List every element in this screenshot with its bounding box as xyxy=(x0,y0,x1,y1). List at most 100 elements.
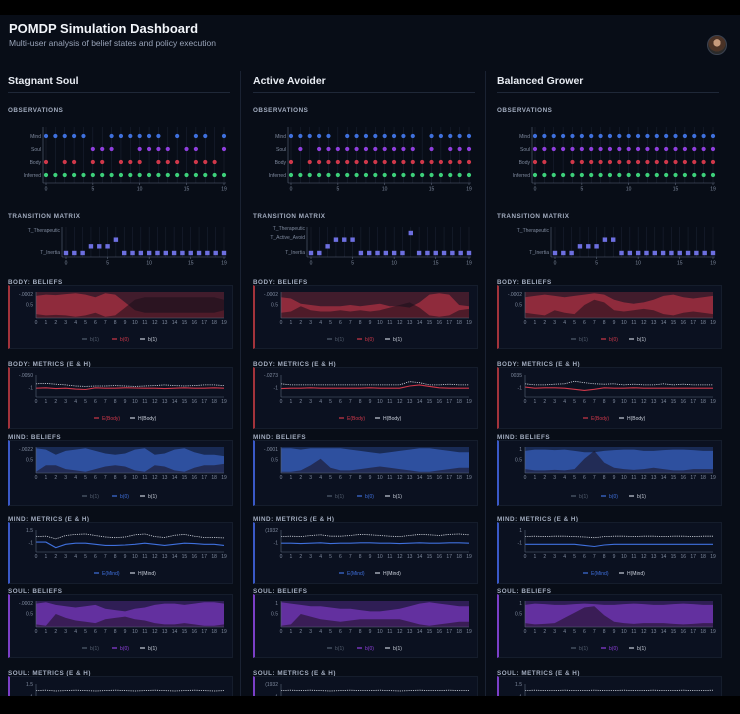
x-tick-label: 15 xyxy=(427,475,433,481)
observation-point xyxy=(345,133,350,139)
observation-point xyxy=(326,172,331,178)
observation-point xyxy=(156,172,161,178)
x-tick-label: 2 xyxy=(299,554,302,560)
title-divider xyxy=(253,92,475,93)
observation-point xyxy=(598,159,603,165)
x-tick-label: 6 xyxy=(339,399,342,405)
y-tick-label: Mind xyxy=(275,134,286,140)
avatar[interactable] xyxy=(707,35,727,55)
x-tick-label: 1 xyxy=(534,475,537,481)
x-tick-label: 13 xyxy=(407,399,413,405)
body-beliefs-panel: -.0002 0.5 0 1 2 3 4 5 6 7 8 9 10 11 12 13 14 15 16 17 18 19 b… xyxy=(8,285,233,349)
observation-point xyxy=(203,133,208,139)
x-tick-label: 9 xyxy=(369,629,372,635)
y-tick-label: 0.5 xyxy=(515,302,522,308)
legend-label: b(1) xyxy=(90,494,99,500)
observation-point xyxy=(682,172,687,178)
legend-label: b(1) xyxy=(393,494,402,500)
x-tick-label: 3 xyxy=(553,554,556,560)
y-tick-label: 0.5 xyxy=(271,457,278,463)
body-metrics-chart: -.0273-10 1 2 3 4 5 6 7 8 9 10 11 12 13 14 15 16 17 18 19E(… xyxy=(264,373,472,422)
x-tick-label: 0 xyxy=(290,187,293,193)
legend-label: b(1) xyxy=(637,337,646,343)
x-tick-label: 11 xyxy=(142,475,147,481)
x-tick-label: 14 xyxy=(172,399,178,405)
x-tick-label: 12 xyxy=(397,629,403,635)
transition-point xyxy=(146,250,152,256)
x-tick-label: 19 xyxy=(466,554,472,560)
observation-point xyxy=(43,172,49,178)
dashboard-window: POMDP Simulation Dashboard Multi-user an… xyxy=(0,15,740,696)
x-tick-label: 16 xyxy=(192,475,198,481)
observation-point xyxy=(448,172,453,178)
legend-label: H(Mind) xyxy=(627,571,645,577)
observation-point xyxy=(579,133,584,139)
observation-point xyxy=(345,146,350,152)
x-tick-label: 15 xyxy=(427,554,433,560)
observation-point xyxy=(363,133,369,139)
transition-point xyxy=(155,250,160,256)
x-tick-label: 16 xyxy=(192,399,198,405)
user-name: Active Avoider xyxy=(253,75,326,87)
x-tick-label: 4 xyxy=(319,554,322,560)
x-tick-label: 15 xyxy=(427,399,433,405)
section-label-transition: TRANSITION MATRIX xyxy=(8,213,81,220)
legend-label: H(Body) xyxy=(138,416,157,422)
legend-label: b(1) xyxy=(393,646,402,652)
x-tick-label: 14 xyxy=(661,629,667,635)
observation-point xyxy=(466,133,472,139)
x-tick-label: 7 xyxy=(104,554,107,560)
observation-point xyxy=(532,172,538,178)
x-tick-label: 9 xyxy=(613,554,616,560)
transition-point xyxy=(425,250,430,256)
observation-point xyxy=(317,133,322,139)
observation-point xyxy=(118,133,124,139)
observations-chart: Mind Soul Body Inferred 0 5 10 15 19 xyxy=(269,127,472,193)
y-tick-label: Mind xyxy=(30,134,41,140)
belief-area-b1 xyxy=(36,448,224,473)
entropy-line xyxy=(524,380,713,386)
x-tick-label: 1 xyxy=(290,554,293,560)
belief-area-b0 xyxy=(36,463,224,473)
y-tick-label: T_Active_Avoid xyxy=(270,235,305,241)
x-tick-label: 19 xyxy=(221,261,227,267)
expectation-line xyxy=(525,543,713,548)
observation-point xyxy=(664,172,669,178)
belief-area-b0 xyxy=(281,302,469,318)
x-tick-label: 2 xyxy=(543,475,546,481)
observation-point xyxy=(193,133,198,139)
belief-area-b1 xyxy=(36,293,224,318)
y-max-label: 1.5 xyxy=(26,682,33,688)
observation-point xyxy=(457,172,462,178)
section-label-body-metrics: BODY: METRICS (E & H) xyxy=(253,361,337,368)
x-tick-label: 12 xyxy=(152,629,158,635)
x-tick-label: 13 xyxy=(162,554,168,560)
x-tick-label: 5 xyxy=(573,554,576,560)
observation-point xyxy=(664,159,669,165)
x-tick-label: 10 xyxy=(377,320,383,326)
y-tick-label: Inferred xyxy=(24,173,41,179)
legend-label: b(0) xyxy=(609,494,618,500)
x-tick-label: 4 xyxy=(74,399,77,405)
observation-point xyxy=(410,172,415,178)
observation-point xyxy=(137,172,142,178)
legend-label: b(1) xyxy=(148,646,157,652)
transition-point xyxy=(702,250,707,256)
belief-area-b1 xyxy=(525,293,713,318)
y-max-label: 0035 xyxy=(511,373,522,379)
section-label-body-beliefs: BODY: BELIEFS xyxy=(497,279,552,286)
section-label-transition: TRANSITION MATRIX xyxy=(253,213,326,220)
section-label-soul-beliefs: SOUL: BELIEFS xyxy=(253,588,308,595)
x-tick-label: 5 xyxy=(573,629,576,635)
observation-point xyxy=(203,159,208,165)
legend-label: b(1) xyxy=(90,646,99,652)
transition-point xyxy=(80,250,85,256)
y-tick-label: 0.5 xyxy=(271,611,278,617)
x-tick-label: 0 xyxy=(65,261,68,267)
observation-point xyxy=(175,159,180,165)
observation-point xyxy=(156,159,161,165)
x-tick-label: 10 xyxy=(621,399,627,405)
observation-point xyxy=(326,146,331,152)
